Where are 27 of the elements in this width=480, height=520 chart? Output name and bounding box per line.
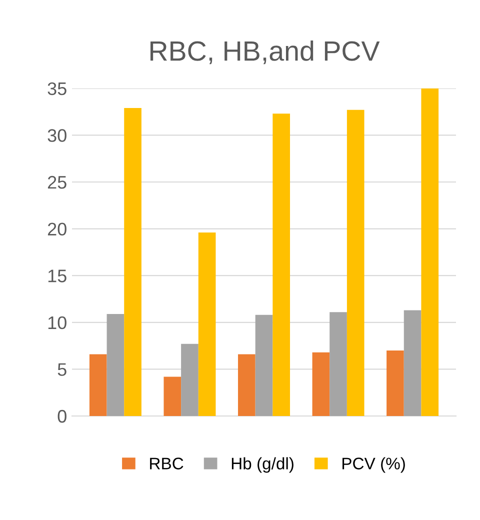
bar — [106, 314, 124, 416]
bar — [421, 88, 439, 416]
bar — [181, 344, 198, 416]
bar — [330, 312, 347, 416]
bar — [124, 108, 142, 416]
y-tick-label: 35 — [48, 82, 66, 96]
bar — [346, 110, 364, 416]
bar — [272, 114, 290, 416]
y-tick-label: 0 — [58, 410, 66, 423]
legend-label: PCV (%) — [342, 457, 405, 473]
bar — [164, 376, 182, 416]
bar — [238, 354, 256, 416]
bar — [198, 232, 216, 416]
bar — [255, 314, 273, 416]
bar — [312, 352, 330, 416]
bar — [386, 350, 404, 416]
bar — [404, 310, 422, 416]
y-tick-label: 25 — [48, 176, 66, 189]
y-tick-label: 20 — [48, 222, 66, 236]
y-tick-label: 30 — [48, 129, 66, 142]
legend-label: RBC — [150, 458, 184, 470]
legend-label: Hb (g/dl) — [232, 457, 294, 473]
bar — [89, 354, 107, 416]
chart-title: RBC, HB,and PCV — [150, 40, 380, 64]
y-tick-label: 5 — [58, 363, 66, 376]
y-tick-label: 10 — [48, 316, 66, 330]
y-tick-label: 15 — [48, 270, 66, 282]
